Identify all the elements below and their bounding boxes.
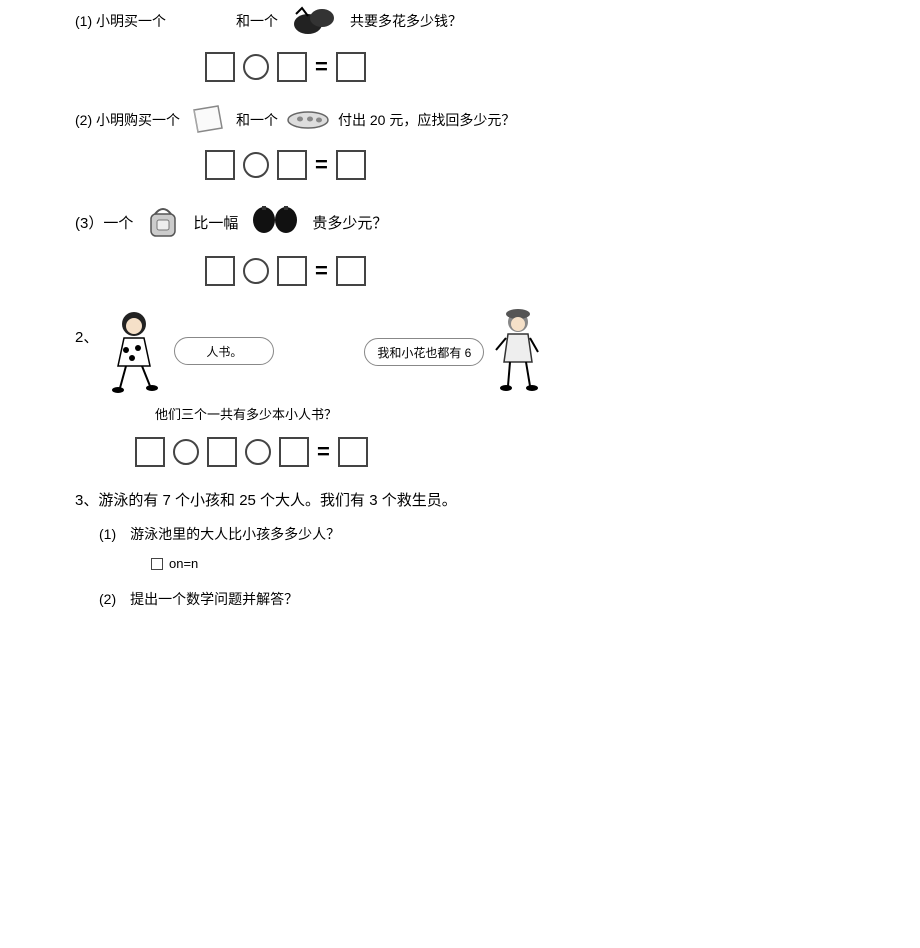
q2-number: 2、 [75,328,98,348]
blank-box[interactable] [336,150,366,180]
equation-template-1: = [205,52,920,82]
bag-icon [143,202,183,242]
blank-box[interactable] [205,150,235,180]
blank-box[interactable] [279,437,309,467]
q1p2-row: (2) 小明购买一个 和一个 付出 20 元，应找回多少元？ [75,104,920,136]
left-child-group: 人书。 [106,308,274,394]
equals-sign: = [317,441,330,463]
question-2: 2、 人书。 [75,308,920,467]
q1p1-row: (1) 小明买一个 和一个 共要多花多少钱？ [75,4,920,38]
blank-box[interactable] [205,256,235,286]
q1p2-mid: 和一个 [236,110,278,130]
operator-circle[interactable] [243,54,269,80]
q2-row: 2、 人书。 [75,308,920,396]
equals-sign: = [315,56,328,78]
item-icon [288,4,340,38]
blank-box[interactable] [207,437,237,467]
bubble-left-text: 人书。 [206,343,242,360]
child-icon [492,308,544,396]
operator-circle[interactable] [243,152,269,178]
blank-box[interactable] [277,52,307,82]
q1p1-mid: 和一个 [236,11,278,31]
balloons-icon [248,204,302,240]
q1p1-prefix: (1) 小明买一个 [75,11,166,31]
child-icon [106,308,166,394]
notebook-icon [188,104,228,136]
equals-sign: = [315,154,328,176]
q3-eq-text: on=n [169,556,198,571]
right-child-group: 我和小花也都有 6 [364,308,544,396]
operator-circle[interactable] [173,439,199,465]
equals-sign: = [315,260,328,282]
q1p3-prefix: (3）一个 [75,212,133,233]
q3-sub1: (1) 游泳池里的大人比小孩多多少人？ [99,524,920,544]
blank-box[interactable] [336,256,366,286]
q1p2-suffix: 付出 20 元，应找回多少元？ [338,110,515,130]
blank-box[interactable] [336,52,366,82]
pencilcase-icon [286,110,330,130]
q1p3-row: (3）一个 比一幅 贵多少元？ [75,202,920,242]
q1p1-suffix: 共要多花多少钱？ [350,11,462,31]
question-1-part-2: (2) 小明购买一个 和一个 付出 20 元，应找回多少元？ = [75,104,920,180]
q1p2-prefix: (2) 小明购买一个 [75,110,180,130]
speech-bubble-left: 人书。 [174,337,274,365]
question-1-part-3: (3）一个 比一幅 贵多少元？ = [75,202,920,286]
operator-circle[interactable] [243,258,269,284]
blank-box[interactable] [277,256,307,286]
q3-sub2: (2) 提出一个数学问题并解答？ [99,589,920,609]
q1p3-mid: 比一幅 [193,212,238,233]
q3-equation: on=n [151,556,920,571]
blank-box-small[interactable] [151,558,163,570]
equation-template-3: = [205,256,920,286]
question-1-part-1: (1) 小明买一个 和一个 共要多花多少钱？ = [75,4,920,82]
blank-box[interactable] [205,52,235,82]
operator-circle[interactable] [245,439,271,465]
speech-bubble-right: 我和小花也都有 6 [364,338,484,366]
question-3: 3、游泳的有 7 个小孩和 25 个大人。我们有 3 个救生员。 (1) 游泳池… [75,489,920,609]
blank-box[interactable] [338,437,368,467]
q3-title: 3、游泳的有 7 个小孩和 25 个大人。我们有 3 个救生员。 [75,489,920,510]
q2-caption: 他们三个一共有多少本小人书？ [155,404,920,423]
q1p3-suffix: 贵多少元？ [312,212,387,233]
equation-template-2: = [205,150,920,180]
bubble-right-text: 我和小花也都有 6 [377,344,471,361]
equation-template-4: = [135,437,920,467]
blank-box[interactable] [135,437,165,467]
blank-box[interactable] [277,150,307,180]
